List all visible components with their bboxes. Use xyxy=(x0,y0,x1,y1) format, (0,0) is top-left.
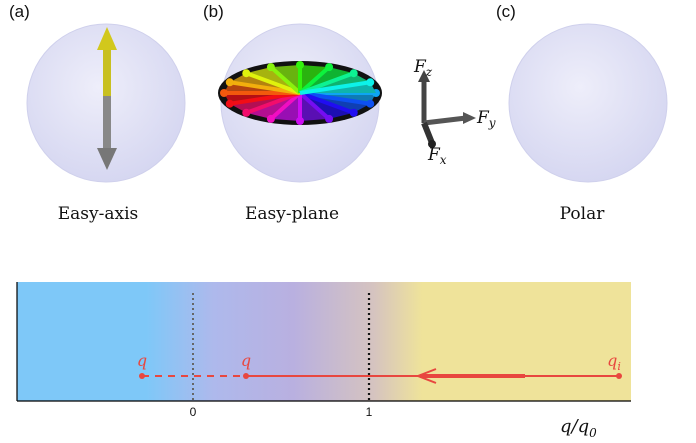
easy-plane-spoke xyxy=(269,65,302,95)
easy-plane-spokes xyxy=(220,61,380,125)
easy-plane-spoke-tip xyxy=(220,89,228,97)
tick-0: 0 xyxy=(190,405,197,419)
easy-plane-spoke-tip xyxy=(296,117,304,125)
caption-easy-axis: Easy-axis xyxy=(57,204,139,224)
trajectory-arrow-head xyxy=(415,368,437,384)
marker-q-right-label: q xyxy=(241,351,251,370)
easy-plane-spoke xyxy=(269,91,302,121)
caption-easy-plane: Easy-plane xyxy=(244,204,340,224)
easy-plane-spoke-tip xyxy=(242,69,251,78)
spin-arrow-up-head xyxy=(97,27,117,50)
easy-plane-spoke-tip xyxy=(266,114,275,123)
axis-y-label: Fy xyxy=(476,108,496,130)
easy-plane-spoke-tip xyxy=(366,99,375,108)
easy-plane-spoke xyxy=(245,71,301,95)
sphere-easy-plane xyxy=(218,23,382,183)
marker-q-right xyxy=(243,373,249,379)
sphere-easy-axis xyxy=(26,23,186,183)
axis-z-label: Fz xyxy=(413,57,433,79)
panel-c-label: (c) xyxy=(496,2,516,21)
marker-q-left-label: q xyxy=(137,351,147,370)
tick-1: 1 xyxy=(366,405,373,419)
sphere-polar xyxy=(508,23,668,183)
panel-b-label: (b) xyxy=(203,2,224,21)
marker-q-initial xyxy=(616,373,622,379)
easy-plane-spoke xyxy=(298,91,331,121)
easy-plane-spoke-tip xyxy=(349,69,358,78)
marker-q-left xyxy=(139,373,145,379)
phase-background xyxy=(17,282,631,401)
panel-a-label: (a) xyxy=(9,2,30,21)
axis-x-label: Fx xyxy=(427,145,447,167)
easy-plane-spoke xyxy=(299,91,355,115)
axis-y-arrow xyxy=(423,115,467,126)
spin-arrow-down-head xyxy=(97,148,117,170)
easy-plane-spoke xyxy=(299,80,371,95)
easy-plane-spoke-tip xyxy=(366,78,375,87)
spin-arrow-down-shaft xyxy=(103,96,111,149)
x-axis-label: q/q0 xyxy=(560,416,597,440)
easy-plane-spoke-tip xyxy=(296,61,304,69)
axis-x-arrow xyxy=(421,121,435,145)
easy-plane-spoke-tip xyxy=(325,63,334,72)
caption-polar: Polar xyxy=(559,204,605,224)
easy-plane-spoke-tip xyxy=(225,99,234,108)
easy-plane-spoke-tip xyxy=(225,78,234,87)
spin-arrow-up-shaft xyxy=(103,48,111,96)
easy-plane-spoke xyxy=(229,80,301,95)
easy-plane-spoke-tip xyxy=(266,63,275,72)
axis-triad: Fz Fy Fx xyxy=(413,57,496,167)
easy-plane-spoke xyxy=(299,91,371,106)
easy-plane-spoke-tip xyxy=(349,108,358,117)
easy-plane-spoke-tip xyxy=(325,114,334,123)
easy-plane-spoke-tip xyxy=(242,108,251,117)
easy-plane-spoke xyxy=(298,65,331,95)
marker-q-initial-label: qi xyxy=(607,351,621,373)
phase-diagram: 0 1 q q qi q/q0 xyxy=(16,282,631,440)
